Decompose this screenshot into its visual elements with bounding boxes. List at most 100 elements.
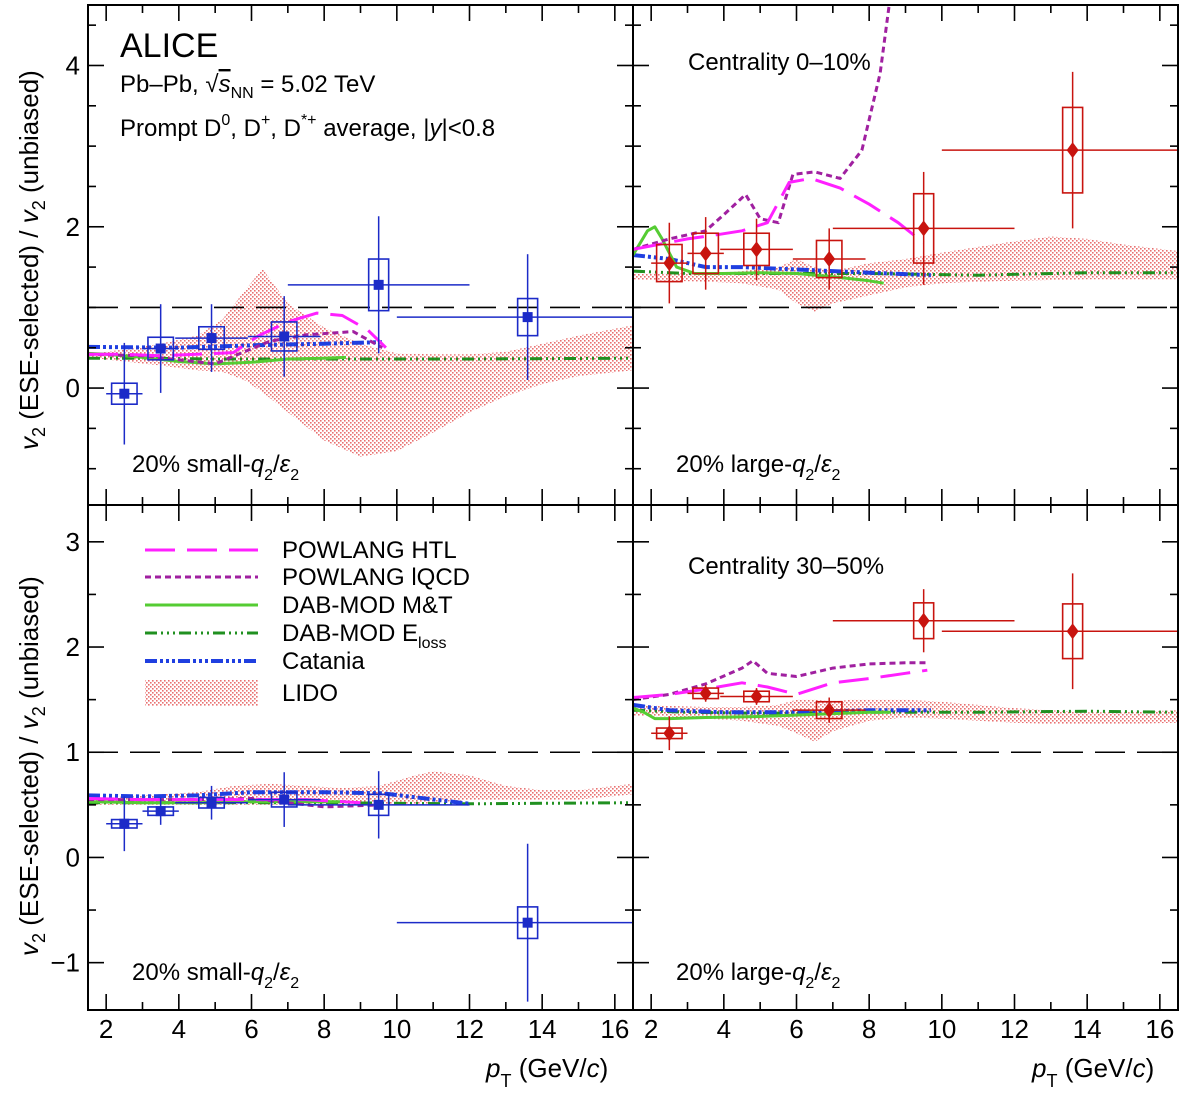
x-tick-label: 4 <box>717 1014 731 1044</box>
slash: / <box>273 451 280 478</box>
data-point <box>941 573 1178 690</box>
square-marker <box>206 333 217 344</box>
x-tick-label: 12 <box>1000 1014 1029 1044</box>
legend-entry-dab-eloss: DAB-MOD Eloss <box>145 620 446 652</box>
species-prefix: Prompt D <box>120 115 221 142</box>
diamond-marker <box>917 612 930 629</box>
centrality-label-top: Centrality 0–10% <box>688 49 871 76</box>
sel-prefix: 20% <box>132 451 187 478</box>
y-v2: v <box>14 714 44 729</box>
legend-label-catania: Catania <box>282 648 365 675</box>
dplus-superscript: + <box>261 112 270 129</box>
legend-entry-catania: Catania <box>145 648 365 675</box>
y-v: v <box>14 435 44 450</box>
legend: POWLANG HTL POWLANG lQCD DAB-MOD M&T DAB… <box>145 537 470 707</box>
y-tick-label: −1 <box>50 948 80 978</box>
plot-area <box>88 216 633 457</box>
square-marker <box>279 794 290 805</box>
data-point <box>247 296 321 377</box>
eps-letter: ε <box>280 451 291 478</box>
q-index: 2 <box>805 975 814 992</box>
square-marker <box>522 312 533 323</box>
x-c: c <box>587 1053 600 1083</box>
data-point <box>832 171 1015 285</box>
legend-entry-powlang-lqcd: POWLANG lQCD <box>145 564 470 591</box>
diamond-marker <box>699 685 712 702</box>
x-close: ) <box>1146 1053 1155 1083</box>
y-tick-label: 3 <box>66 527 80 557</box>
sel-small: small- <box>187 959 251 986</box>
data-point <box>287 216 470 354</box>
panel-top-right <box>632 4 1179 506</box>
sel-small: small- <box>187 451 251 478</box>
diamond-marker <box>750 241 763 258</box>
data-point <box>287 771 470 839</box>
svg-text:20% large-q2/ε2: 20% large-q2/ε2 <box>676 451 841 484</box>
x-tick-label: 8 <box>317 1014 331 1044</box>
diamond-marker <box>663 255 676 272</box>
sel-prefix: 20% <box>676 451 731 478</box>
selection-label-top-left: 20% small-q2/ε2 <box>132 451 299 484</box>
x-tick-label: 2 <box>99 1014 113 1044</box>
dstar-text: , D <box>270 115 301 142</box>
average-text: average, | <box>317 115 430 142</box>
diamond-marker <box>1066 142 1079 159</box>
energy-value: = 5.02 TeV <box>254 71 376 98</box>
experiment-label: ALICE <box>120 27 218 65</box>
x-p-sub: T <box>500 1071 511 1091</box>
legend-label-dab-eloss: DAB-MOD Eloss <box>282 620 446 652</box>
square-marker <box>279 331 290 342</box>
y-axis-title-top: v2 (ESE-selected) / v2 (unbiased) <box>14 70 49 450</box>
data-point <box>175 785 248 820</box>
data-point <box>720 688 793 705</box>
slash: / <box>814 451 821 478</box>
sel-large: large- <box>731 959 792 986</box>
x-close: ) <box>600 1053 609 1083</box>
svg-text:20% small-q2/ε2: 20% small-q2/ε2 <box>132 451 299 484</box>
square-marker <box>155 806 166 817</box>
panel-top-left: 0 2 4 <box>66 4 634 506</box>
curve-powlang-lqcd <box>88 330 384 366</box>
y-letter: y <box>428 115 444 142</box>
curve-catania <box>633 702 931 715</box>
y-mid: (ESE-selected) / <box>14 729 44 933</box>
system-prefix: Pb–Pb, <box>120 71 205 98</box>
dab-eloss-main: DAB-MOD E <box>282 620 418 647</box>
q-index: 2 <box>805 467 814 484</box>
data-point <box>792 228 866 290</box>
x-axis-title-left: pT (GeV/c) <box>485 1053 608 1091</box>
data-point <box>687 684 724 702</box>
data-point <box>941 71 1178 229</box>
dplus-text: , D <box>230 115 261 142</box>
square-marker <box>206 797 217 808</box>
x-p: p <box>485 1053 500 1083</box>
x-tick-label: 16 <box>600 1014 629 1044</box>
data-point <box>720 218 793 280</box>
square-marker <box>119 388 130 399</box>
eps-letter: ε <box>821 451 832 478</box>
square-marker <box>119 818 130 829</box>
q-index: 2 <box>264 975 273 992</box>
data-point <box>142 797 179 825</box>
x-p: p <box>1031 1053 1046 1083</box>
square-marker <box>373 799 384 810</box>
data-point <box>175 304 248 372</box>
plot-area <box>633 573 1178 754</box>
diamond-marker <box>750 688 763 705</box>
curve-dab-eloss <box>88 356 633 361</box>
legend-label-dab-mt: DAB-MOD M&T <box>282 592 453 619</box>
eps-index: 2 <box>290 467 299 484</box>
y-v: v <box>14 941 44 956</box>
dstar-superscript: *+ <box>301 112 317 129</box>
eps-index: 2 <box>832 467 841 484</box>
x-tick-label: 6 <box>244 1014 258 1044</box>
eps-letter: ε <box>280 959 291 986</box>
centrality-label-bottom: Centrality 30–50% <box>688 553 884 580</box>
diamond-marker <box>663 725 676 742</box>
curve-dab-mt <box>633 706 891 721</box>
diamond-marker <box>823 251 836 268</box>
curve-dab-eloss <box>88 801 633 806</box>
diamond-marker <box>1066 623 1079 640</box>
y-v2: v <box>14 208 44 223</box>
